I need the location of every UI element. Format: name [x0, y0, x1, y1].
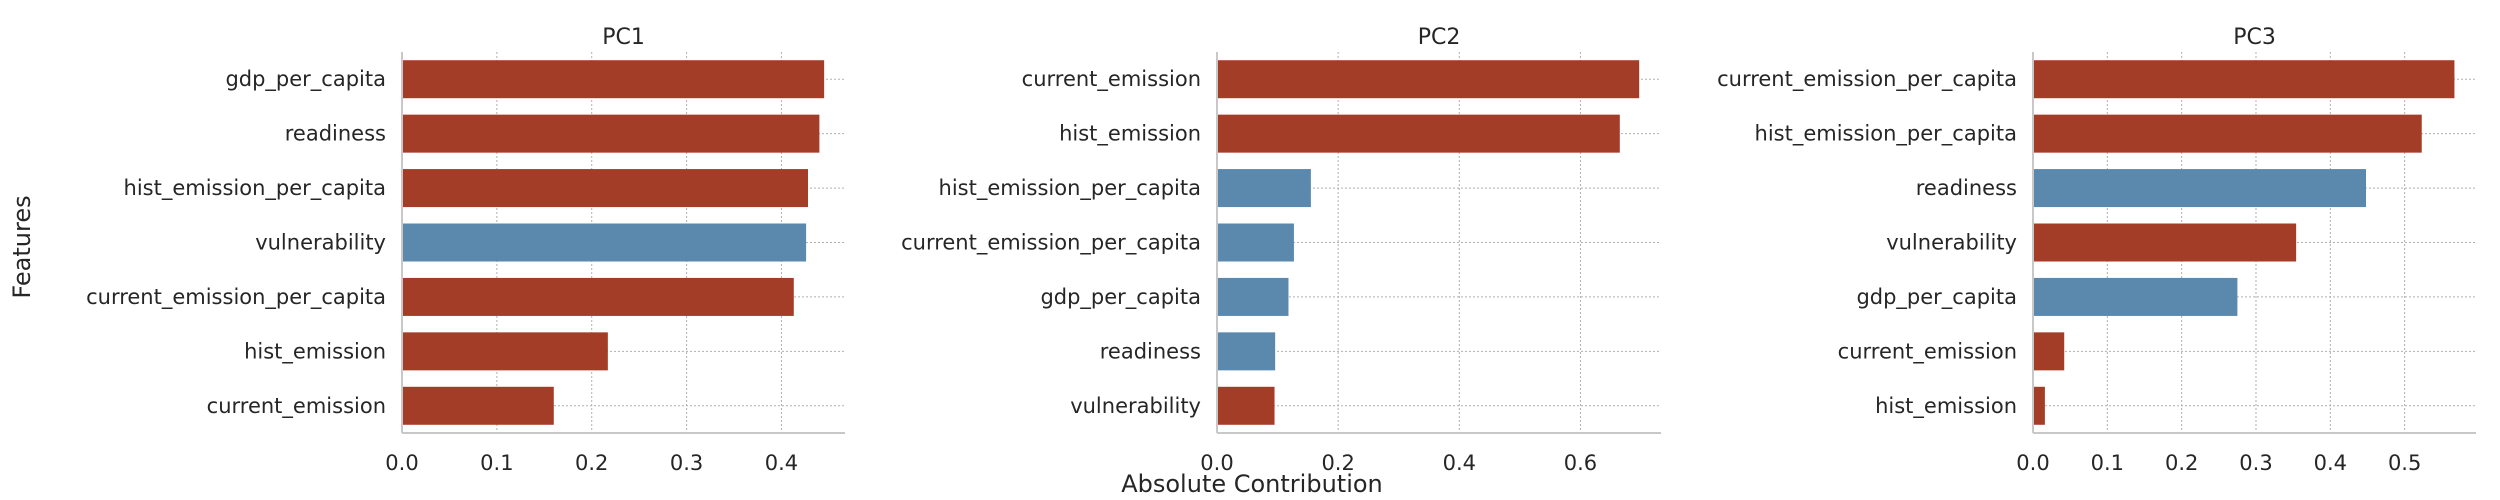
bar-readiness [2033, 169, 2366, 208]
bar-gdp_per_capita [2033, 277, 2238, 316]
panel-title: PC2 [1418, 25, 1461, 50]
x-tick-label: 0.3 [2239, 451, 2272, 475]
category-label: hist_emission [1059, 122, 1201, 147]
panel-pc2: PC2 0.0 0.2 0.4 0.6 current_emission hist_emis… [901, 25, 1661, 475]
category-label: vulnerability [1886, 231, 2017, 255]
x-tick-label: 0.2 [575, 451, 608, 475]
x-tick-label: 0.3 [670, 451, 703, 475]
bar-vulnerability [2033, 223, 2297, 262]
x-tick-label: 0.4 [2314, 451, 2347, 475]
category-label: readiness [1916, 176, 2017, 200]
y-axis-title: Features [8, 195, 36, 298]
x-tick-label: 0.0 [2016, 451, 2049, 475]
bar-gdp_per_capita [1217, 277, 1289, 316]
x-tick-label: 0.4 [1443, 451, 1476, 475]
bar-hist_emission_per_capita [2033, 114, 2422, 153]
bar-gdp_per_capita [402, 60, 825, 99]
bar-current_emission_per_capita [1217, 223, 1294, 262]
panel-title: PC1 [602, 25, 645, 50]
bar-hist_emission [1217, 114, 1620, 153]
category-label: hist_emission_per_capita [124, 176, 386, 201]
bar-readiness [1217, 332, 1276, 371]
x-tick-label: 0.6 [1564, 451, 1597, 475]
category-label: current_emission [1022, 67, 1201, 92]
bar-hist_emission_per_capita [1217, 169, 1311, 208]
category-label: gdp_per_capita [1856, 285, 2017, 310]
x-axis-title: Absolute Contribution [1121, 470, 1383, 498]
bar-readiness [402, 114, 820, 153]
bar-current_emission_per_capita [402, 277, 794, 316]
bar-current_emission [2033, 332, 2065, 371]
category-label: current_emission_per_capita [1717, 67, 2017, 92]
x-tick-label: 0.2 [2165, 451, 2198, 475]
panel-pc1: PC1 0.0 0.1 0.2 0.3 0.4 gdp_per_capita readines… [86, 25, 845, 475]
bar-current_emission [1217, 60, 1640, 99]
bar-vulnerability [1217, 386, 1275, 425]
bar-vulnerability [402, 223, 807, 262]
bar-hist_emission [2033, 386, 2045, 425]
category-label: gdp_per_capita [225, 67, 386, 92]
x-tick-label: 0.2 [1321, 451, 1354, 475]
category-label: hist_emission_per_capita [939, 176, 1201, 201]
category-label: current_emission_per_capita [901, 231, 1201, 256]
category-label: hist_emission [244, 339, 386, 364]
category-label: current_emission [207, 394, 386, 419]
category-label: vulnerability [255, 231, 386, 255]
x-tick-label: 0.1 [480, 451, 513, 475]
x-tick-label: 0.1 [2091, 451, 2124, 475]
panel-title: PC3 [2233, 25, 2276, 50]
bar-hist_emission [402, 332, 608, 371]
bar-current_emission_per_capita [2033, 60, 2455, 99]
category-label: vulnerability [1070, 394, 1201, 418]
bar-current_emission [402, 386, 554, 425]
category-label: current_emission_per_capita [86, 285, 386, 310]
category-label: hist_emission [1875, 394, 2017, 419]
category-label: current_emission [1838, 339, 2017, 364]
x-tick-label: 0.0 [385, 451, 418, 475]
category-label: gdp_per_capita [1040, 285, 1201, 310]
category-label: readiness [1100, 339, 1201, 363]
x-tick-label: 0.0 [1200, 451, 1233, 475]
x-tick-label: 0.4 [765, 451, 798, 475]
category-label: readiness [285, 122, 386, 146]
x-tick-label: 0.5 [2388, 451, 2421, 475]
panels: PC1 0.0 0.1 0.2 0.3 0.4 gdp_per_capita readines… [86, 25, 2476, 475]
category-label: hist_emission_per_capita [1755, 122, 2017, 147]
bar-hist_emission_per_capita [402, 169, 809, 208]
panel-pc3: PC3 0.0 0.1 0.2 0.3 0.4 0.5 current_emission_pe… [1717, 25, 2476, 475]
